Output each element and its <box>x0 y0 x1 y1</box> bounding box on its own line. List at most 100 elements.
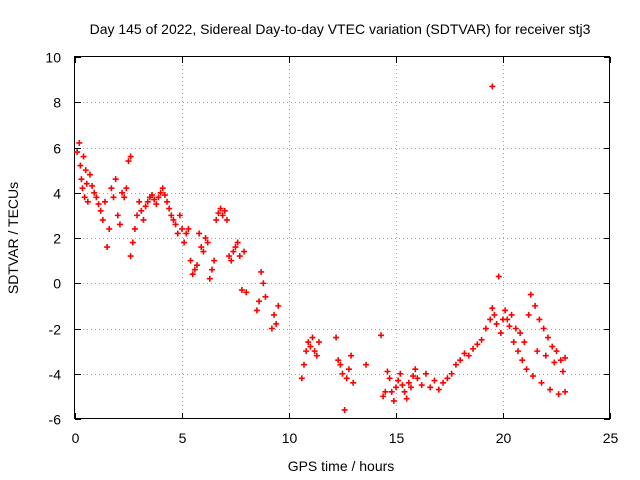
data-point <box>452 361 459 368</box>
data-point <box>241 248 248 255</box>
data-point <box>313 352 320 359</box>
data-point <box>271 311 278 318</box>
data-point <box>153 201 160 208</box>
data-point <box>181 239 188 246</box>
data-point <box>337 361 344 368</box>
y-tick-label: -2 <box>49 322 62 338</box>
grid-lines <box>75 57 610 419</box>
data-point <box>382 388 389 395</box>
data-point <box>226 253 233 260</box>
data-point <box>262 293 269 300</box>
data-point <box>116 221 123 228</box>
data-point <box>93 194 100 201</box>
data-point <box>89 182 96 189</box>
data-point <box>149 192 156 199</box>
data-point <box>213 216 220 223</box>
data-point <box>497 330 504 337</box>
data-point <box>553 348 560 355</box>
y-tick-label: 6 <box>53 141 61 157</box>
data-point <box>523 366 530 373</box>
data-point <box>399 382 406 389</box>
data-point <box>256 298 263 305</box>
data-point <box>395 377 402 384</box>
data-point <box>119 189 126 196</box>
data-point <box>343 375 350 382</box>
data-point <box>300 361 307 368</box>
data-point <box>95 201 102 208</box>
y-tick-label: -6 <box>49 412 62 428</box>
data-point <box>532 302 539 309</box>
data-point <box>91 189 98 196</box>
data-point <box>305 339 312 346</box>
data-point <box>206 275 213 282</box>
data-point <box>140 216 147 223</box>
data-point <box>549 343 556 350</box>
data-point <box>157 189 164 196</box>
x-tick-label: 10 <box>282 430 298 446</box>
data-point <box>166 205 173 212</box>
data-point <box>106 225 113 232</box>
data-point <box>125 158 132 165</box>
data-point <box>363 361 370 368</box>
data-point <box>81 194 88 201</box>
data-point <box>217 205 224 212</box>
data-point <box>384 368 391 375</box>
data-point <box>219 212 226 219</box>
data-point <box>414 375 421 382</box>
data-point <box>542 352 549 359</box>
data-point <box>234 239 241 246</box>
data-point <box>403 395 410 402</box>
data-point <box>215 210 222 217</box>
data-point <box>243 289 250 296</box>
data-point <box>258 268 265 275</box>
data-point <box>110 194 117 201</box>
data-point <box>164 198 171 205</box>
data-point <box>84 198 91 205</box>
data-point <box>412 366 419 373</box>
data-point <box>557 357 564 364</box>
data-point <box>193 262 200 269</box>
data-point <box>99 216 106 223</box>
y-axis-label: SDTVAR / TECUs <box>5 182 21 294</box>
data-point <box>551 359 558 366</box>
data-point <box>562 354 569 361</box>
data-point <box>77 162 84 169</box>
data-point <box>136 198 143 205</box>
data-point <box>298 375 305 382</box>
plot-frame <box>74 56 610 419</box>
data-point <box>86 171 93 178</box>
data-point <box>221 207 228 214</box>
y-tick-label: 10 <box>45 50 61 66</box>
data-point <box>309 334 316 341</box>
x-tick-label: 0 <box>72 430 80 446</box>
data-point <box>422 370 429 377</box>
data-point <box>170 216 177 223</box>
data-point <box>97 207 104 214</box>
data-point <box>401 388 408 395</box>
data-point <box>123 185 130 192</box>
data-point <box>525 311 532 318</box>
data-point <box>350 379 357 386</box>
data-point <box>397 370 404 377</box>
x-axis-label: GPS time / hours <box>288 458 395 474</box>
data-point <box>108 185 115 192</box>
data-point <box>448 370 455 377</box>
x-tick-label: 25 <box>603 430 619 446</box>
data-point <box>112 176 119 183</box>
data-point <box>470 345 477 352</box>
data-point <box>512 325 519 332</box>
data-point <box>161 192 168 199</box>
data-point <box>544 334 551 341</box>
x-tick-label: 5 <box>179 430 187 446</box>
y-tick-label: 4 <box>53 186 61 202</box>
x-tick-label: 15 <box>389 430 405 446</box>
data-point <box>393 384 399 391</box>
data-point <box>204 239 211 246</box>
data-point <box>345 366 352 373</box>
data-point <box>83 180 90 187</box>
data-point <box>478 336 485 343</box>
data-point <box>114 212 121 219</box>
data-point <box>386 375 393 382</box>
data-point <box>275 302 282 309</box>
